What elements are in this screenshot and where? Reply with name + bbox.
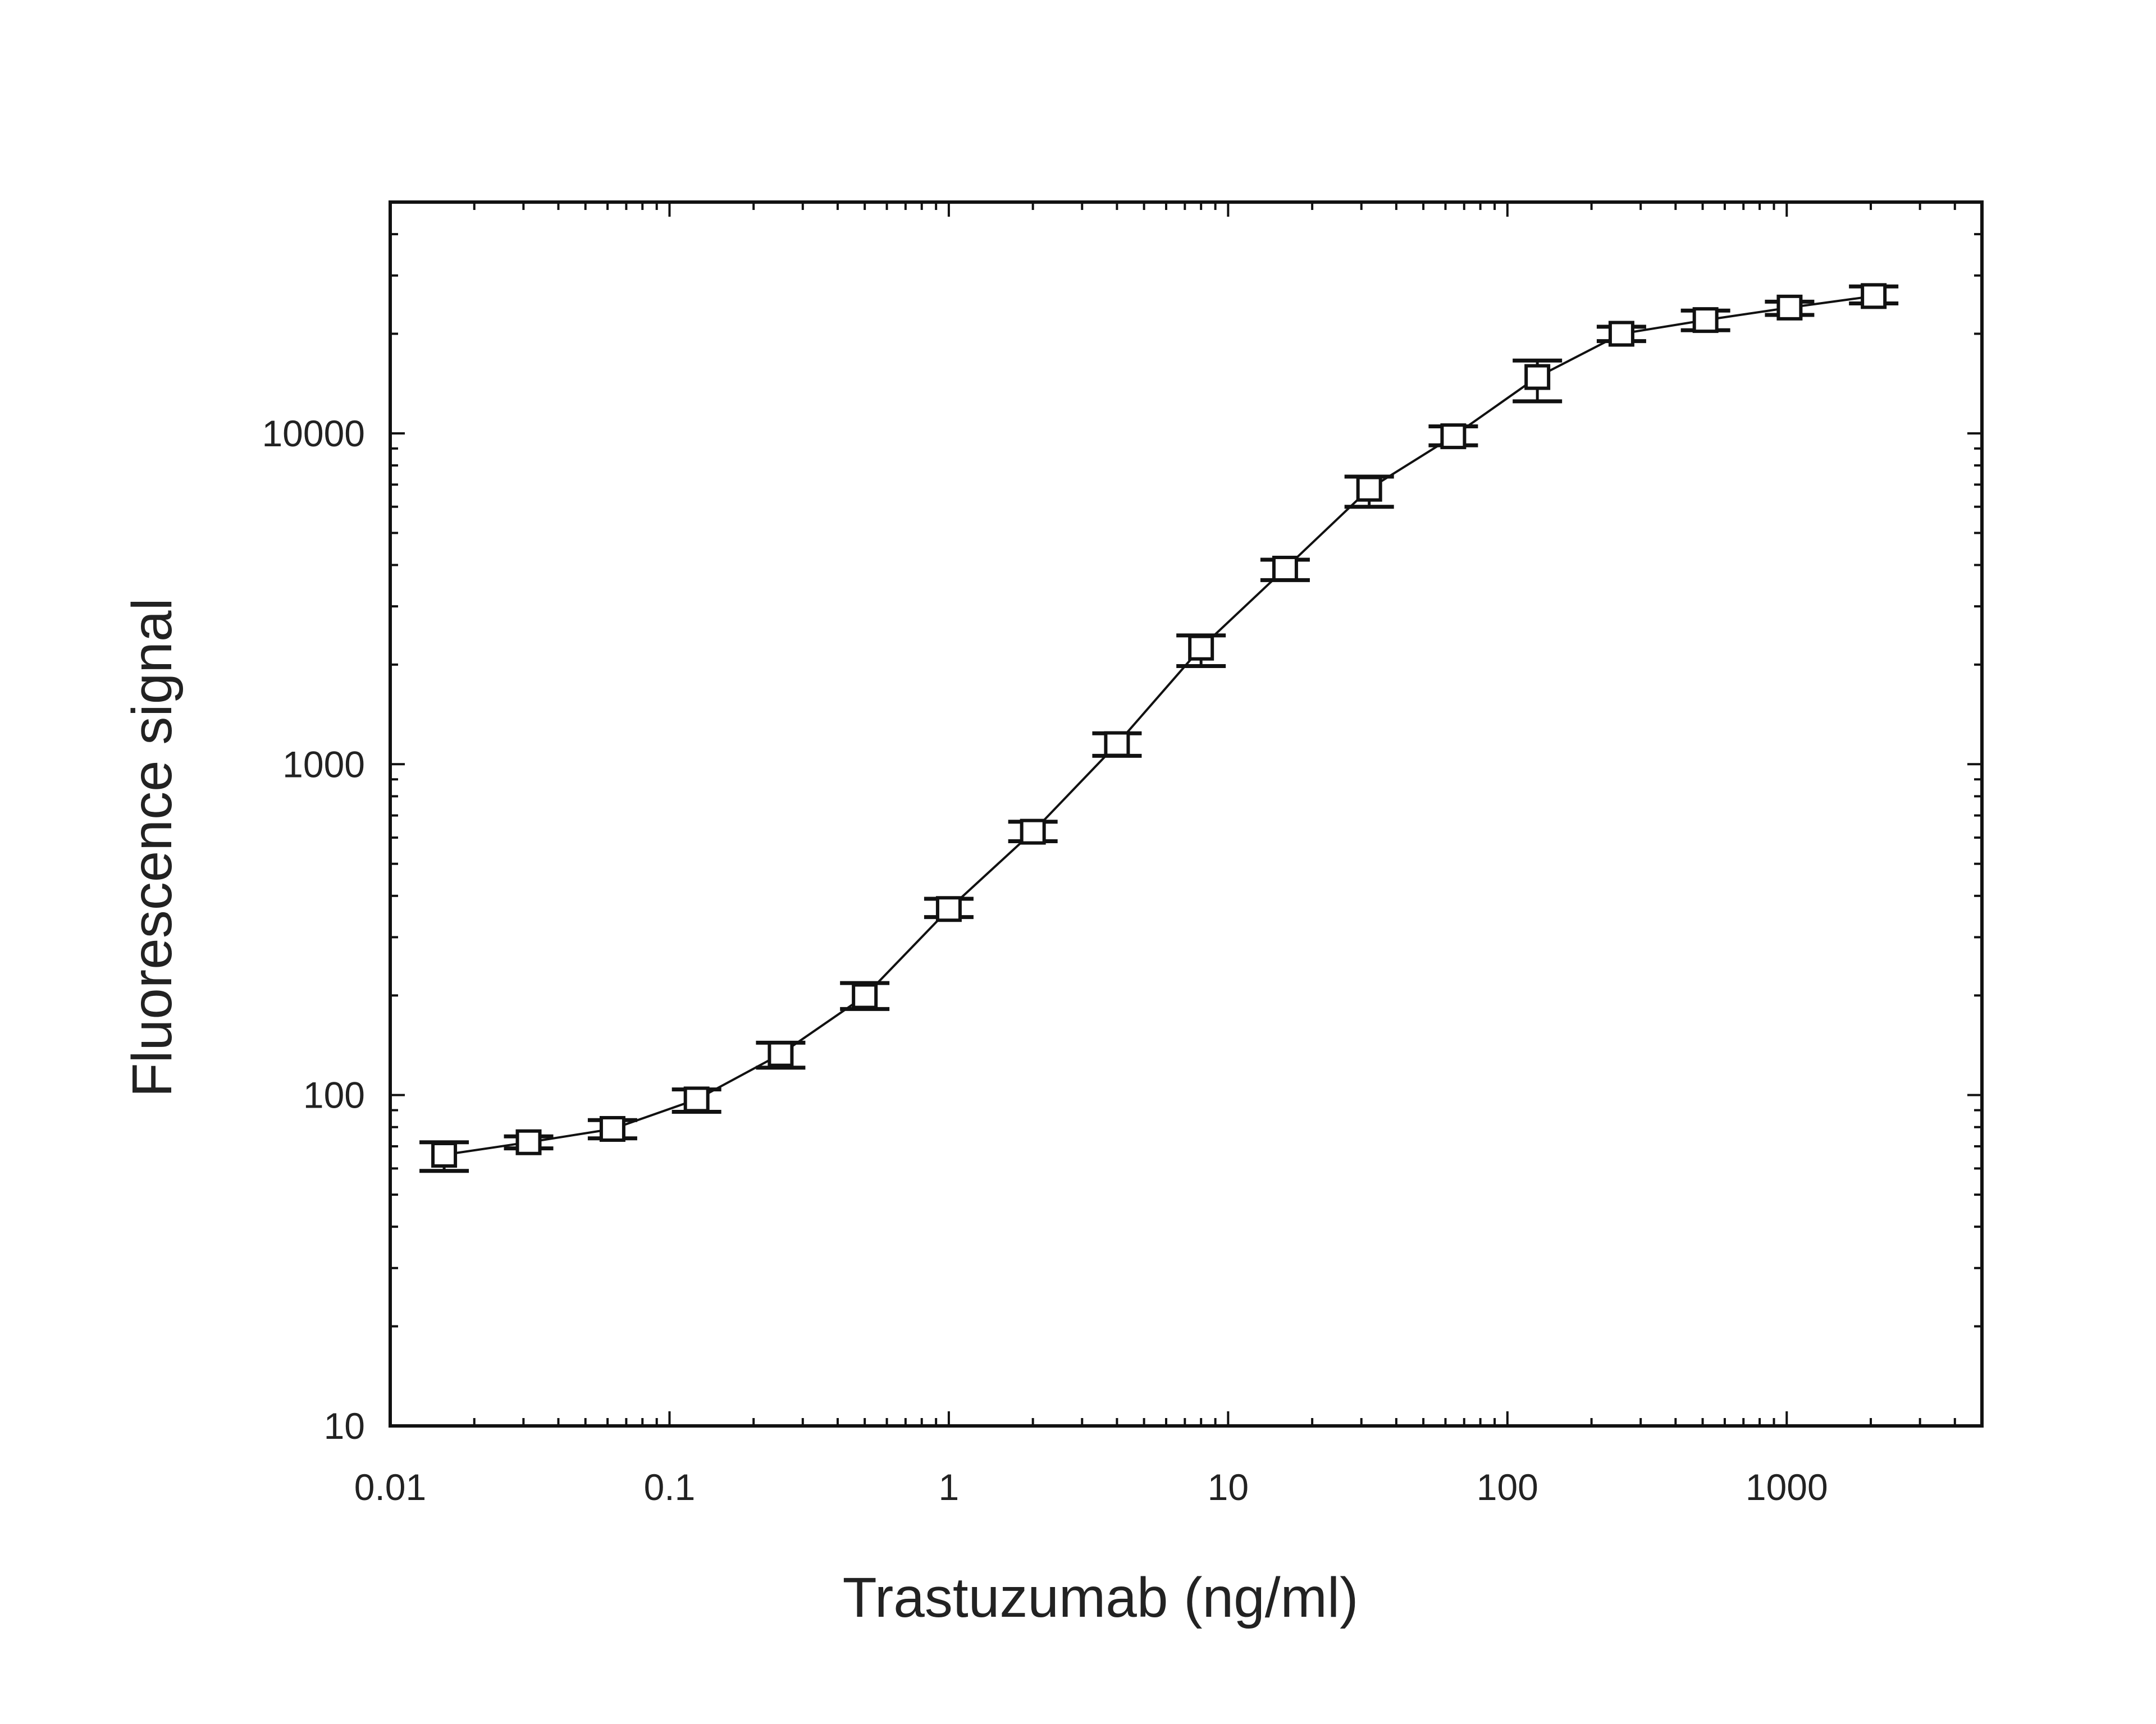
y-tick-label: 1000 — [282, 743, 365, 785]
x-tick-label: 1000 — [1746, 1466, 1828, 1508]
data-point — [683, 1086, 710, 1113]
data-point — [431, 1141, 458, 1168]
x-tick-labels: 0.01 0.1 1 10 100 1000 — [354, 1466, 1828, 1508]
y-tick-label: 10000 — [262, 413, 365, 454]
axis-ticks — [389, 201, 1983, 1427]
data-point — [515, 1129, 542, 1155]
data-series — [419, 283, 1899, 1173]
data-point — [768, 1041, 794, 1067]
y-tick-label: 100 — [303, 1074, 365, 1116]
y-axis-title: Fluorescence signal — [121, 598, 184, 1097]
data-point — [599, 1115, 625, 1142]
x-axis-title: Trastuzumab (ng/ml) — [843, 1566, 1359, 1629]
data-point — [1524, 364, 1551, 390]
data-point — [1020, 818, 1046, 845]
data-point — [852, 983, 878, 1009]
plot-frame — [389, 200, 1984, 1428]
y-tick-label: 10 — [324, 1405, 365, 1447]
data-point — [1692, 307, 1719, 333]
data-point — [1776, 294, 1803, 321]
data-point — [1608, 321, 1634, 347]
x-tick-label: 0.01 — [354, 1466, 426, 1508]
data-point — [1272, 555, 1298, 582]
data-point — [935, 896, 962, 922]
data-point — [1440, 423, 1467, 450]
data-point — [1861, 283, 1887, 309]
data-point — [1188, 634, 1214, 661]
data-point — [1104, 731, 1130, 757]
x-tick-label: 100 — [1477, 1466, 1538, 1508]
x-tick-label: 1 — [939, 1466, 960, 1508]
data-point — [1356, 475, 1382, 502]
y-tick-labels: 10 100 1000 10000 — [262, 413, 365, 1447]
series-line — [444, 295, 1874, 1156]
x-tick-label: 0.1 — [644, 1466, 696, 1508]
x-tick-label: 10 — [1208, 1466, 1249, 1508]
